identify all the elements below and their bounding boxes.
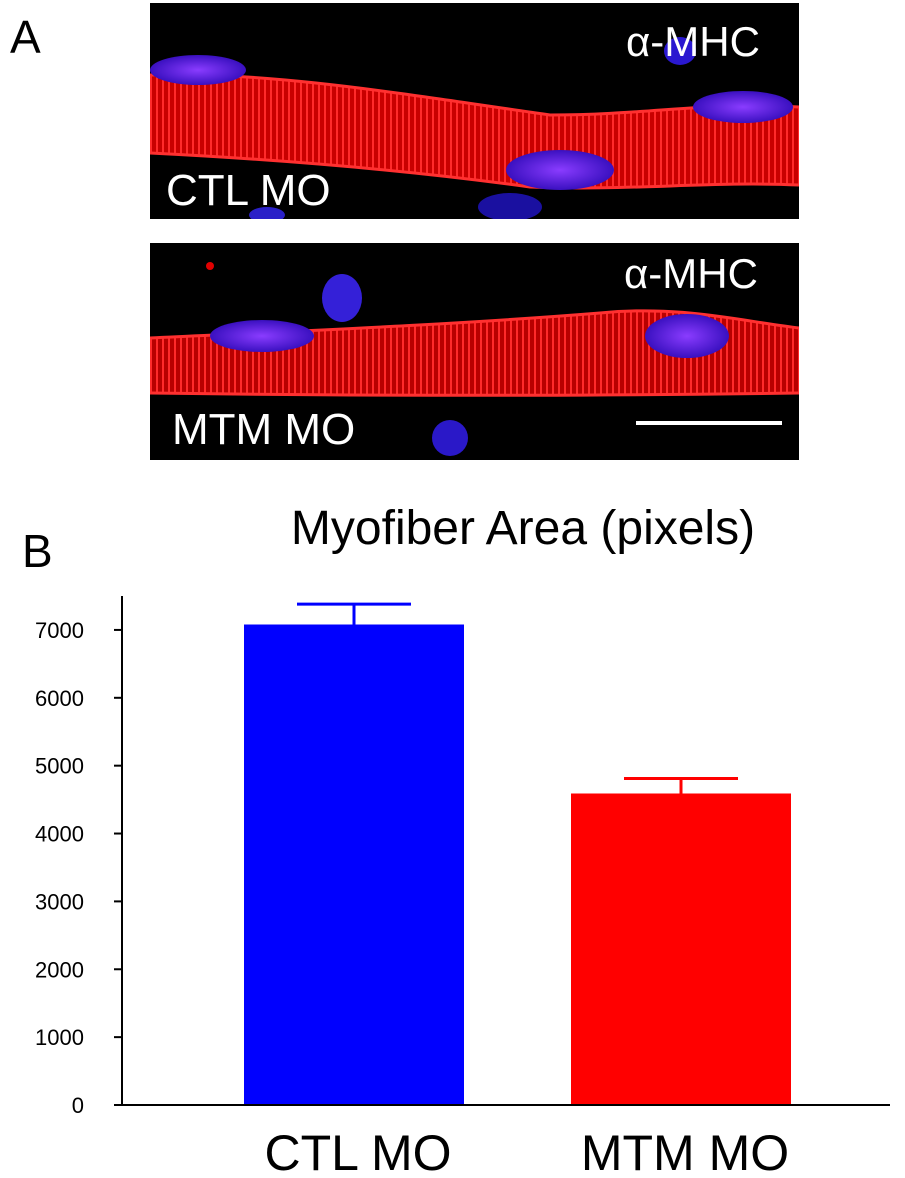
y-tick-label: 4000 [35, 822, 84, 847]
stain-label-ctl: α-MHC [626, 18, 760, 65]
y-axis: 0 1000 2000 3000 4000 5000 6000 7000 [35, 596, 123, 1118]
micrograph-ctl-image [150, 37, 799, 219]
y-tick-label: 7000 [35, 618, 84, 643]
bars [244, 602, 791, 1105]
y-tick-label: 1000 [35, 1025, 84, 1050]
panel-a-letter: A [10, 11, 41, 63]
y-tick-label: 6000 [35, 686, 84, 711]
y-tick-label: 2000 [35, 957, 84, 982]
micrograph-ctl: CTL MO α-MHC [150, 3, 799, 219]
stain-label-mtm: α-MHC [624, 250, 758, 297]
panel-b-letter: B [22, 525, 53, 577]
x-category-label: CTL MO [264, 1125, 451, 1178]
condition-label-mtm: MTM MO [172, 405, 356, 454]
condition-label-ctl: CTL MO [166, 166, 331, 215]
bar-chart: Myofiber Area (pixels) 0 1000 2000 3000 4000… [35, 502, 890, 1178]
y-tick-label: 5000 [35, 754, 84, 779]
x-axis: CTL MO MTM MO [122, 1104, 890, 1178]
micrograph-mtm: MTM MO α-MHC [150, 243, 799, 460]
bar-1 [571, 793, 791, 1105]
y-tick-label: 0 [72, 1093, 84, 1118]
micrograph-mtm-image [150, 262, 799, 456]
chart-title: Myofiber Area (pixels) [291, 502, 755, 555]
bar-0 [244, 624, 464, 1105]
x-category-label: MTM MO [581, 1125, 789, 1178]
y-tick-label: 3000 [35, 889, 84, 914]
